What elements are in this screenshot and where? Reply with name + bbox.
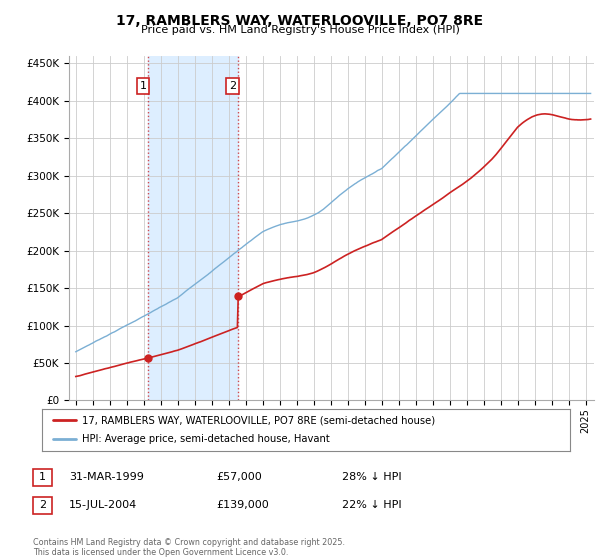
Text: 17, RAMBLERS WAY, WATERLOOVILLE, PO7 8RE (semi-detached house): 17, RAMBLERS WAY, WATERLOOVILLE, PO7 8RE… bbox=[82, 415, 435, 425]
Text: 17, RAMBLERS WAY, WATERLOOVILLE, PO7 8RE: 17, RAMBLERS WAY, WATERLOOVILLE, PO7 8RE bbox=[116, 14, 484, 28]
Text: 1: 1 bbox=[39, 472, 46, 482]
Text: 2: 2 bbox=[229, 81, 236, 91]
Text: £139,000: £139,000 bbox=[216, 500, 269, 510]
Text: £57,000: £57,000 bbox=[216, 472, 262, 482]
Text: 15-JUL-2004: 15-JUL-2004 bbox=[69, 500, 137, 510]
Text: 2: 2 bbox=[39, 500, 46, 510]
Text: HPI: Average price, semi-detached house, Havant: HPI: Average price, semi-detached house,… bbox=[82, 435, 329, 445]
Bar bbox=[148, 56, 238, 400]
Text: 28% ↓ HPI: 28% ↓ HPI bbox=[342, 472, 401, 482]
Text: 1: 1 bbox=[139, 81, 146, 91]
Text: Price paid vs. HM Land Registry's House Price Index (HPI): Price paid vs. HM Land Registry's House … bbox=[140, 25, 460, 35]
Text: 31-MAR-1999: 31-MAR-1999 bbox=[69, 472, 144, 482]
Text: Contains HM Land Registry data © Crown copyright and database right 2025.
This d: Contains HM Land Registry data © Crown c… bbox=[33, 538, 345, 557]
Text: 22% ↓ HPI: 22% ↓ HPI bbox=[342, 500, 401, 510]
